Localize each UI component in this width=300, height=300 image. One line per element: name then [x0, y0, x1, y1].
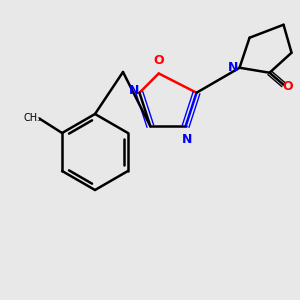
Text: O: O	[282, 80, 293, 93]
Text: N: N	[182, 133, 192, 146]
Text: N: N	[228, 61, 239, 74]
Text: N: N	[129, 84, 140, 97]
Text: CH₃: CH₃	[23, 113, 41, 123]
Text: O: O	[153, 55, 164, 68]
